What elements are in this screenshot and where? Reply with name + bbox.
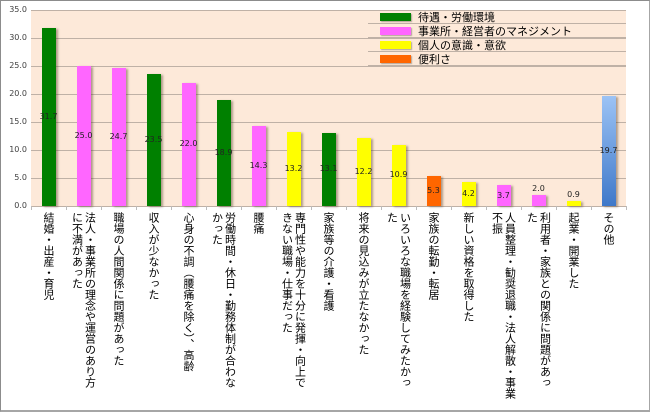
bar xyxy=(461,182,476,206)
data-label: 24.7 xyxy=(109,131,128,141)
x-tick xyxy=(206,206,207,210)
gridline xyxy=(31,94,626,95)
x-tick xyxy=(591,206,592,210)
x-tick xyxy=(171,206,172,210)
x-tick xyxy=(556,206,557,210)
x-tick-label: 人員整理・勧奨退職・法人解散・事業 不振 xyxy=(490,212,517,399)
gridline xyxy=(31,10,626,11)
legend-swatch-yellow xyxy=(380,40,411,49)
data-label: 23.5 xyxy=(144,135,163,145)
data-label: 0.9 xyxy=(567,189,580,199)
legend-label: 事業所・経営者のマネジメント xyxy=(418,24,572,38)
x-tick-label: 家族の転勤・転居 xyxy=(427,212,440,300)
x-tick-label: 家族等の介護・看護 xyxy=(322,212,335,311)
x-tick xyxy=(136,206,137,210)
x-tick-label: 新しい資格を取得した xyxy=(462,212,475,322)
x-tick-label: 利用者・家族との関係に問題があっ た xyxy=(525,212,552,388)
x-tick xyxy=(346,206,347,210)
data-label: 10.9 xyxy=(389,170,408,180)
bar xyxy=(531,194,546,206)
legend: 待遇・労働環境 事業所・経営者のマネジメント 個人の意識・意欲 便利さ xyxy=(368,10,626,66)
data-label: 13.2 xyxy=(284,164,303,174)
legend-item: 待遇・労働環境 xyxy=(368,10,626,24)
legend-swatch-pink xyxy=(380,26,411,35)
y-tick-label: 20.0 xyxy=(9,89,27,98)
y-tick-label: 30.0 xyxy=(9,33,27,42)
legend-swatch-orange xyxy=(380,54,411,63)
gridline xyxy=(31,206,626,207)
legend-label: 待遇・労働環境 xyxy=(418,10,495,24)
x-tick xyxy=(66,206,67,210)
x-tick xyxy=(311,206,312,210)
x-tick xyxy=(241,206,242,210)
data-label: 4.2 xyxy=(462,189,475,199)
x-tick-label: 心身の不調（腰痛を除く）、高齢 xyxy=(182,212,195,372)
y-tick-label: 35.0 xyxy=(9,5,27,14)
bar xyxy=(356,137,371,206)
data-label: 5.3 xyxy=(427,186,440,196)
x-tick xyxy=(486,206,487,210)
bar xyxy=(41,28,56,206)
x-tick xyxy=(626,206,627,210)
bar xyxy=(566,200,581,206)
legend-label: 個人の意識・意欲 xyxy=(418,38,506,52)
x-tick-label: 腰痛 xyxy=(252,212,265,234)
bar xyxy=(181,82,196,206)
bar xyxy=(391,144,406,206)
bar xyxy=(601,95,616,206)
y-tick-label: 25.0 xyxy=(9,61,27,70)
bar xyxy=(216,100,231,206)
bar xyxy=(321,132,336,206)
gridline xyxy=(31,38,626,39)
y-tick-label: 15.0 xyxy=(9,117,27,126)
gridline xyxy=(31,122,626,123)
legend-item: 個人の意識・意欲 xyxy=(368,38,626,52)
data-label: 3.7 xyxy=(497,190,510,200)
data-label: 31.7 xyxy=(39,112,58,122)
x-tick-label: 起業・開業した xyxy=(567,212,580,289)
legend-swatch-green xyxy=(380,12,411,21)
x-tick xyxy=(521,206,522,210)
bar xyxy=(76,66,91,206)
data-label: 18.9 xyxy=(214,148,233,158)
bar xyxy=(251,125,266,206)
bar xyxy=(286,132,301,206)
x-tick-label: その他 xyxy=(602,212,615,245)
data-label: 25.0 xyxy=(74,131,93,140)
x-tick xyxy=(381,206,382,210)
x-tick xyxy=(416,206,417,210)
bar xyxy=(426,176,441,206)
y-tick-label: 5.0 xyxy=(14,173,27,182)
data-label: 22.0 xyxy=(179,139,198,149)
bar xyxy=(146,74,161,206)
data-label: 14.3 xyxy=(249,160,268,170)
plot-area: 31.7 25.0 24.7 23.5 22.0 18.9 14.3 13.2 13.1 12.2… xyxy=(31,10,626,207)
bar xyxy=(111,67,126,206)
x-tick xyxy=(276,206,277,210)
bar xyxy=(496,185,511,206)
legend-label: 便利さ xyxy=(418,52,451,66)
data-label: 12.2 xyxy=(354,166,373,176)
y-tick-label: 0.0 xyxy=(14,201,27,210)
x-tick-label: 結婚・出産・育児 xyxy=(42,212,55,300)
x-tick-label: 将来の見込みが立たなかった xyxy=(357,212,370,355)
x-tick xyxy=(31,206,32,210)
data-label: 13.1 xyxy=(319,164,338,174)
x-tick-label: 収入が少なかった xyxy=(147,212,160,300)
y-tick-label: 10.0 xyxy=(9,145,27,154)
x-tick-label: 職場の人間関係に問題があった xyxy=(112,212,125,366)
x-tick xyxy=(101,206,102,210)
data-label: 19.7 xyxy=(599,145,618,155)
x-tick-label: 法人・事業所の理念や運営のあり方 に不満があった xyxy=(70,212,97,388)
data-label: 2.0 xyxy=(532,183,545,193)
x-tick-label: 専門性や能力を十分に発揮・向上で きない職場・仕事だった xyxy=(280,212,307,388)
legend-item: 事業所・経営者のマネジメント xyxy=(368,24,626,38)
legend-item: 便利さ xyxy=(368,52,626,66)
x-tick xyxy=(451,206,452,210)
x-tick-label: いろいろな職場を経験してみたかっ た xyxy=(385,212,412,388)
x-tick-label: 労働時間・休日・勤務体制が合わな かった xyxy=(210,212,237,388)
gridline xyxy=(31,66,626,67)
